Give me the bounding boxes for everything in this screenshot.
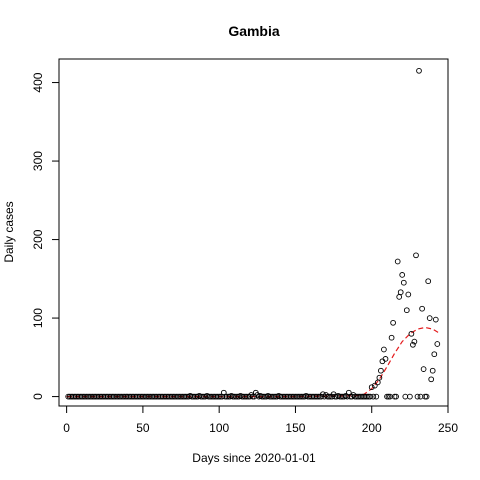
data-point [414, 393, 421, 400]
y-tick-label: 400 [31, 72, 45, 92]
data-point [393, 393, 399, 400]
data-point [413, 252, 419, 259]
data-point [396, 294, 403, 300]
data-point [364, 393, 370, 400]
x-axis-label: Days since 2020-01-01 [192, 451, 316, 465]
y-tick-label: 100 [31, 308, 45, 328]
data-point [417, 393, 424, 400]
chart-title: Gambia [228, 23, 280, 39]
data-point [407, 393, 413, 400]
data-point [315, 393, 322, 400]
data-point [371, 382, 378, 389]
data-point [405, 291, 412, 298]
data-points-layer [65, 67, 441, 400]
data-point [429, 367, 436, 374]
y-axis-label: Daily cases [2, 201, 16, 262]
x-tick-label: 150 [285, 421, 305, 435]
data-point [388, 334, 395, 341]
data-point [390, 319, 396, 326]
data-point [431, 351, 438, 358]
data-point [370, 393, 377, 400]
x-tick-label: 0 [63, 421, 70, 435]
smooth-line [66, 326, 441, 398]
data-point [434, 341, 441, 347]
y-axis: 0 100 200 300 400 [31, 72, 60, 400]
data-point [402, 393, 409, 400]
data-point [394, 258, 401, 265]
x-axis: 0 50 100 150 200 250 [63, 405, 458, 435]
data-point [381, 346, 387, 353]
data-point [382, 356, 389, 362]
data-point [416, 67, 422, 74]
data-point [248, 392, 255, 398]
data-point [425, 278, 432, 285]
data-point [399, 272, 406, 278]
data-point [408, 330, 415, 337]
x-tick-label: 50 [136, 421, 150, 435]
x-tick-label: 100 [209, 421, 229, 435]
y-tick-label: 300 [31, 151, 45, 171]
y-tick-label: 0 [31, 393, 45, 400]
data-point [426, 315, 433, 321]
data-point [403, 307, 410, 314]
data-point [376, 374, 383, 381]
data-point [428, 376, 435, 383]
x-tick-label: 250 [438, 421, 458, 435]
data-point [419, 305, 425, 312]
data-point [432, 316, 439, 323]
x-tick-label: 200 [362, 421, 382, 435]
data-point [400, 279, 407, 286]
data-point [397, 289, 404, 296]
data-point [411, 338, 418, 345]
data-point [378, 367, 384, 374]
data-point [423, 393, 430, 400]
data-point [410, 341, 416, 348]
data-point [373, 393, 380, 400]
smooth-line-layer [66, 326, 441, 398]
data-point [420, 366, 427, 372]
data-point [367, 393, 374, 400]
data-point [368, 384, 375, 391]
plot-frame [58, 58, 449, 407]
y-tick-label: 200 [31, 229, 45, 249]
